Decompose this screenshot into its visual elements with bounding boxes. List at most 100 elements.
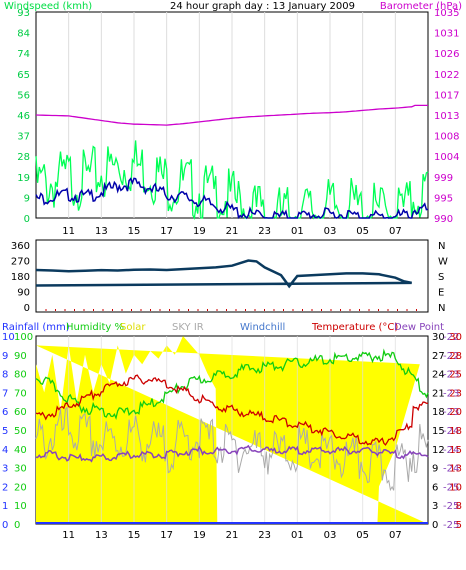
panel2-right-tick: E bbox=[438, 288, 444, 299]
panel1-right-tick: 1013 bbox=[434, 111, 459, 122]
panel1-left-tick: 93 bbox=[17, 8, 30, 19]
legend-humidity: Humidity % bbox=[66, 322, 124, 333]
panel1-x-tick: 21 bbox=[226, 226, 239, 237]
panel1-left-tick: 56 bbox=[17, 90, 30, 101]
dew-tick: -24 bbox=[443, 445, 459, 456]
humidity-tick: 20 bbox=[14, 482, 27, 493]
solar-tick: 30 bbox=[432, 332, 445, 343]
panel1-right-tick: 990 bbox=[434, 214, 453, 225]
dew-tick: -23 bbox=[443, 370, 459, 381]
humidity-tick: 50 bbox=[14, 426, 27, 437]
solar-tick: 3 bbox=[432, 501, 438, 512]
temperature-tick: 13 bbox=[449, 464, 462, 475]
temperature-tick: 8 bbox=[456, 501, 462, 512]
humidity-tick: 60 bbox=[14, 407, 27, 418]
legend-temperature: Temperature (°C) bbox=[311, 322, 398, 333]
panel1-x-tick: 03 bbox=[324, 226, 337, 237]
solar-tick: 15 bbox=[432, 426, 445, 437]
panel1-right-tick: 1022 bbox=[434, 70, 459, 81]
solar-tick: 9 bbox=[432, 464, 438, 475]
panel2-left-tick: 360 bbox=[11, 241, 30, 252]
temperature-tick: 20 bbox=[449, 407, 462, 418]
panel1-x-tick: 05 bbox=[356, 226, 369, 237]
dew-tick: -23 bbox=[443, 407, 459, 418]
temperature-tick: 30 bbox=[449, 332, 462, 343]
temperature-tick: 15 bbox=[449, 445, 462, 456]
chart-title: 24 hour graph day : 13 January 2009 bbox=[170, 1, 355, 12]
panel2-left-tick: 180 bbox=[11, 272, 30, 283]
panel2-left-tick: 90 bbox=[17, 288, 30, 299]
dew-tick: -25 bbox=[443, 482, 459, 493]
dew-tick: -22 bbox=[443, 351, 459, 362]
panel3-x-tick: 23 bbox=[258, 530, 271, 541]
panel3-x-tick: 15 bbox=[128, 530, 141, 541]
temperature-tick: 10 bbox=[449, 482, 462, 493]
panel3-x-tick: 07 bbox=[389, 530, 402, 541]
panel1-left-tick: 9 bbox=[24, 193, 30, 204]
legend-solar: Solar bbox=[120, 322, 146, 333]
humidity-tick: 10 bbox=[14, 501, 27, 512]
solar-tick: 27 bbox=[432, 351, 445, 362]
humidity-tick: 100 bbox=[14, 332, 33, 343]
panel2-right-tick: S bbox=[438, 272, 444, 283]
solar-tick: 24 bbox=[432, 370, 445, 381]
rain-tick: 5 bbox=[2, 426, 8, 437]
panel1-left-tick: 37 bbox=[17, 132, 30, 143]
temperature-tick: 25 bbox=[449, 370, 462, 381]
humidity-tick: 40 bbox=[14, 445, 27, 456]
wind-direction-line bbox=[35, 259, 412, 289]
panel1-right-tick: 999 bbox=[434, 173, 453, 184]
humidity-tick: 70 bbox=[14, 388, 27, 399]
panel3-x-tick: 01 bbox=[291, 530, 304, 541]
rain-tick: 2 bbox=[2, 482, 8, 493]
humidity-tick: 90 bbox=[14, 351, 27, 362]
panel2-frame bbox=[35, 239, 429, 313]
panel1-left-tick: 46 bbox=[17, 111, 30, 122]
panel1-x-tick: 07 bbox=[389, 226, 402, 237]
humidity-line bbox=[35, 348, 429, 421]
barometer-axis-label: Barometer (hPa) bbox=[380, 1, 462, 12]
rain-tick: 6 bbox=[2, 407, 8, 418]
panel3-x-tick: 17 bbox=[160, 530, 173, 541]
panel3-x-tick: 05 bbox=[356, 530, 369, 541]
legend-rainfall: Rainfall (mm) bbox=[2, 322, 70, 333]
panel1-x-tick: 23 bbox=[258, 226, 271, 237]
rain-tick: 0 bbox=[2, 520, 8, 531]
legend-dew-point: Dew Point bbox=[394, 322, 444, 333]
panel1-right-tick: 1031 bbox=[434, 29, 459, 40]
dew-tick: -25 bbox=[443, 501, 459, 512]
panel3-x-tick: 21 bbox=[226, 530, 239, 541]
panel1-x-tick: 17 bbox=[160, 226, 173, 237]
panel1-right-tick: 1004 bbox=[434, 152, 459, 163]
barometer-line bbox=[35, 104, 428, 126]
solar-tick: 6 bbox=[432, 482, 438, 493]
solar-tick: 21 bbox=[432, 388, 445, 399]
sky-ir-line bbox=[35, 406, 429, 492]
rain-tick: 3 bbox=[2, 464, 8, 475]
legend-windchill: Windchill bbox=[240, 322, 285, 333]
humidity-tick: 0 bbox=[14, 520, 20, 531]
humidity-tick: 30 bbox=[14, 464, 27, 475]
panel1-right-tick: 1035 bbox=[434, 8, 459, 19]
panel1-x-tick: 15 bbox=[128, 226, 141, 237]
panel1-x-tick: 11 bbox=[62, 226, 75, 237]
panel2-right-tick: N bbox=[438, 241, 445, 252]
panel2-right-tick: W bbox=[438, 257, 448, 268]
panel3-x-tick: 03 bbox=[324, 530, 337, 541]
panel3-x-tick: 19 bbox=[193, 530, 206, 541]
rain-tick: 4 bbox=[2, 445, 8, 456]
rain-tick: 10 bbox=[2, 332, 15, 343]
panel2-right-tick: N bbox=[438, 303, 445, 314]
dew-point-line bbox=[35, 444, 429, 463]
temperature-tick: 28 bbox=[449, 351, 462, 362]
temperature-tick: 18 bbox=[449, 426, 462, 437]
panel1-left-tick: 65 bbox=[17, 70, 30, 81]
panel1-right-tick: 1017 bbox=[434, 90, 459, 101]
rain-tick: 7 bbox=[2, 388, 8, 399]
solar-tick: 12 bbox=[432, 445, 445, 456]
legend-sky-ir: SKY IR bbox=[172, 322, 204, 333]
rain-tick: 9 bbox=[2, 351, 8, 362]
rain-tick: 1 bbox=[2, 501, 8, 512]
panel1-left-tick: 84 bbox=[17, 29, 30, 40]
